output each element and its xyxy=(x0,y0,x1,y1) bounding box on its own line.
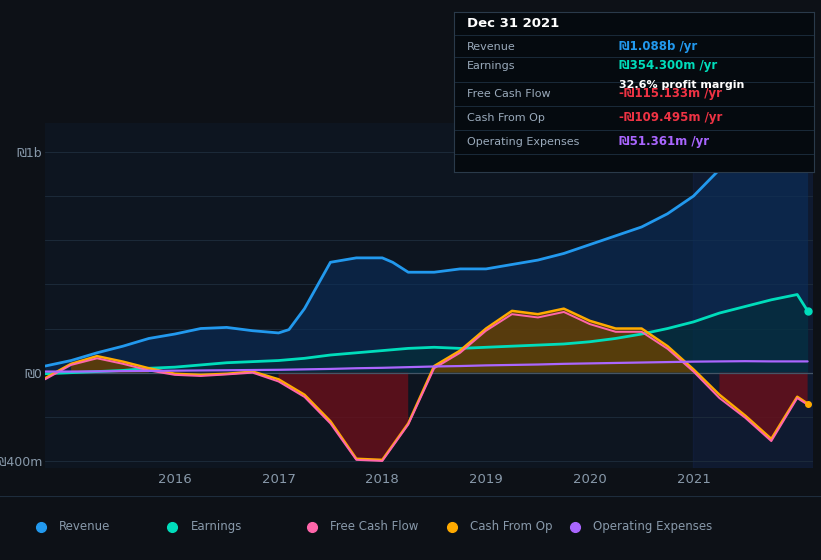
Bar xyxy=(694,123,813,468)
Text: Cash From Op: Cash From Op xyxy=(470,520,552,533)
Text: ₪354.300m /yr: ₪354.300m /yr xyxy=(619,59,718,72)
Text: Free Cash Flow: Free Cash Flow xyxy=(466,88,550,99)
Text: Earnings: Earnings xyxy=(190,520,242,533)
Text: -₪115.133m /yr: -₪115.133m /yr xyxy=(619,87,722,100)
Text: Revenue: Revenue xyxy=(59,520,111,533)
Text: -₪109.495m /yr: -₪109.495m /yr xyxy=(619,111,722,124)
Text: 32.6% profit margin: 32.6% profit margin xyxy=(619,80,745,90)
Text: ₪51.361m /yr: ₪51.361m /yr xyxy=(619,135,709,148)
Text: Free Cash Flow: Free Cash Flow xyxy=(330,520,419,533)
Text: Cash From Op: Cash From Op xyxy=(466,113,544,123)
Text: Dec 31 2021: Dec 31 2021 xyxy=(466,17,559,30)
Text: Operating Expenses: Operating Expenses xyxy=(466,137,579,147)
Text: Earnings: Earnings xyxy=(466,61,515,71)
Text: ₪1.088b /yr: ₪1.088b /yr xyxy=(619,40,698,53)
Text: Revenue: Revenue xyxy=(466,41,516,52)
Text: Operating Expenses: Operating Expenses xyxy=(593,520,712,533)
